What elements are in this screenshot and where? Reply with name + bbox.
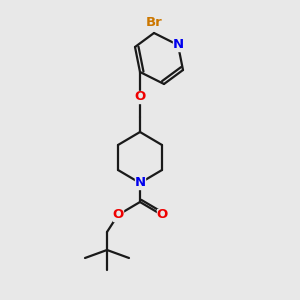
Bar [146,17,163,29]
Text: O: O [112,208,124,221]
Text: N: N [134,176,146,190]
Bar [113,209,123,221]
Text: O: O [134,91,146,103]
Bar [173,39,183,51]
Text: O: O [156,208,168,221]
Bar [157,209,167,221]
Bar [135,177,145,189]
Bar [135,91,145,103]
Text: N: N [172,38,184,52]
Text: Br: Br [146,16,162,29]
